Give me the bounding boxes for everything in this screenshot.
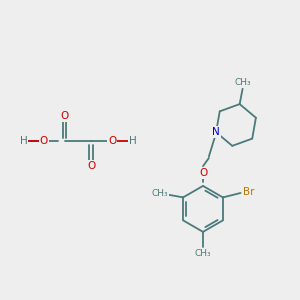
Text: Br: Br <box>243 187 255 196</box>
Text: O: O <box>87 161 95 171</box>
Text: O: O <box>40 136 48 146</box>
Text: O: O <box>199 168 207 178</box>
Text: H: H <box>129 136 137 146</box>
Text: CH₃: CH₃ <box>195 249 211 258</box>
Text: N: N <box>212 127 220 137</box>
Text: CH₃: CH₃ <box>152 189 169 198</box>
Text: O: O <box>61 111 69 121</box>
Text: O: O <box>108 136 116 146</box>
Text: CH₃: CH₃ <box>235 77 251 86</box>
Text: H: H <box>20 136 27 146</box>
